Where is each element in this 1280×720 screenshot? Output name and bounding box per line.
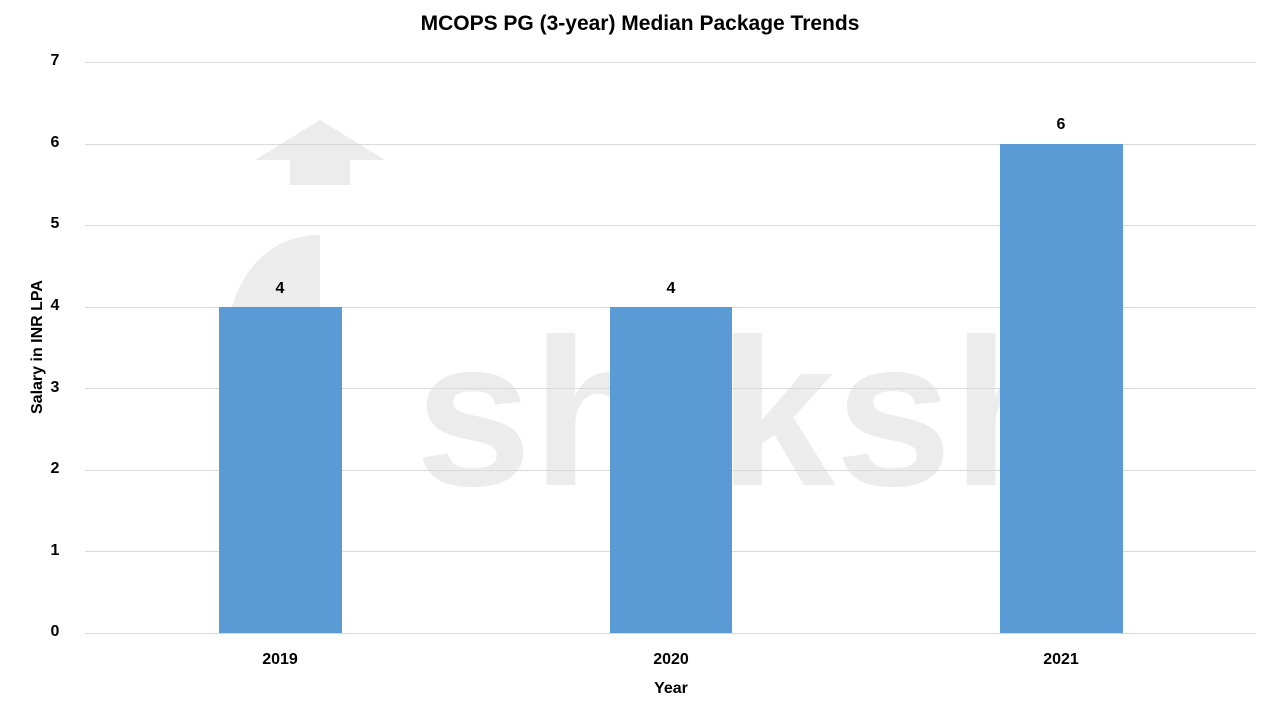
data-label-2019: 4 [275,280,285,297]
y-tick-4: 4 [50,297,60,314]
bar-2020 [610,306,732,633]
x-tick-2020: 2020 [653,651,689,668]
y-tick-6: 6 [50,134,60,151]
plot-area: 4 4 6 [85,62,1256,634]
gridline-7 [85,62,1256,63]
x-tick-2021: 2021 [1043,651,1079,668]
data-label-2021: 6 [1056,116,1066,133]
y-tick-1: 1 [50,542,60,559]
chart-title: MCOPS PG (3-year) Median Package Trends [420,12,860,35]
data-label-2020: 4 [666,280,676,297]
y-axis-label: Salary in INR LPA [29,280,46,414]
bar-2019 [219,306,342,633]
y-tick-5: 5 [50,215,60,232]
x-axis-label: Year [654,680,688,697]
y-tick-0: 0 [50,623,60,640]
y-tick-2: 2 [50,460,60,477]
bar-2021 [1000,143,1123,633]
x-axis-line [85,633,1256,634]
y-tick-7: 7 [50,52,60,69]
gridline-5 [85,225,1256,227]
x-tick-2019: 2019 [262,651,298,668]
y-tick-3: 3 [50,379,60,396]
gridline-6 [85,143,1256,145]
